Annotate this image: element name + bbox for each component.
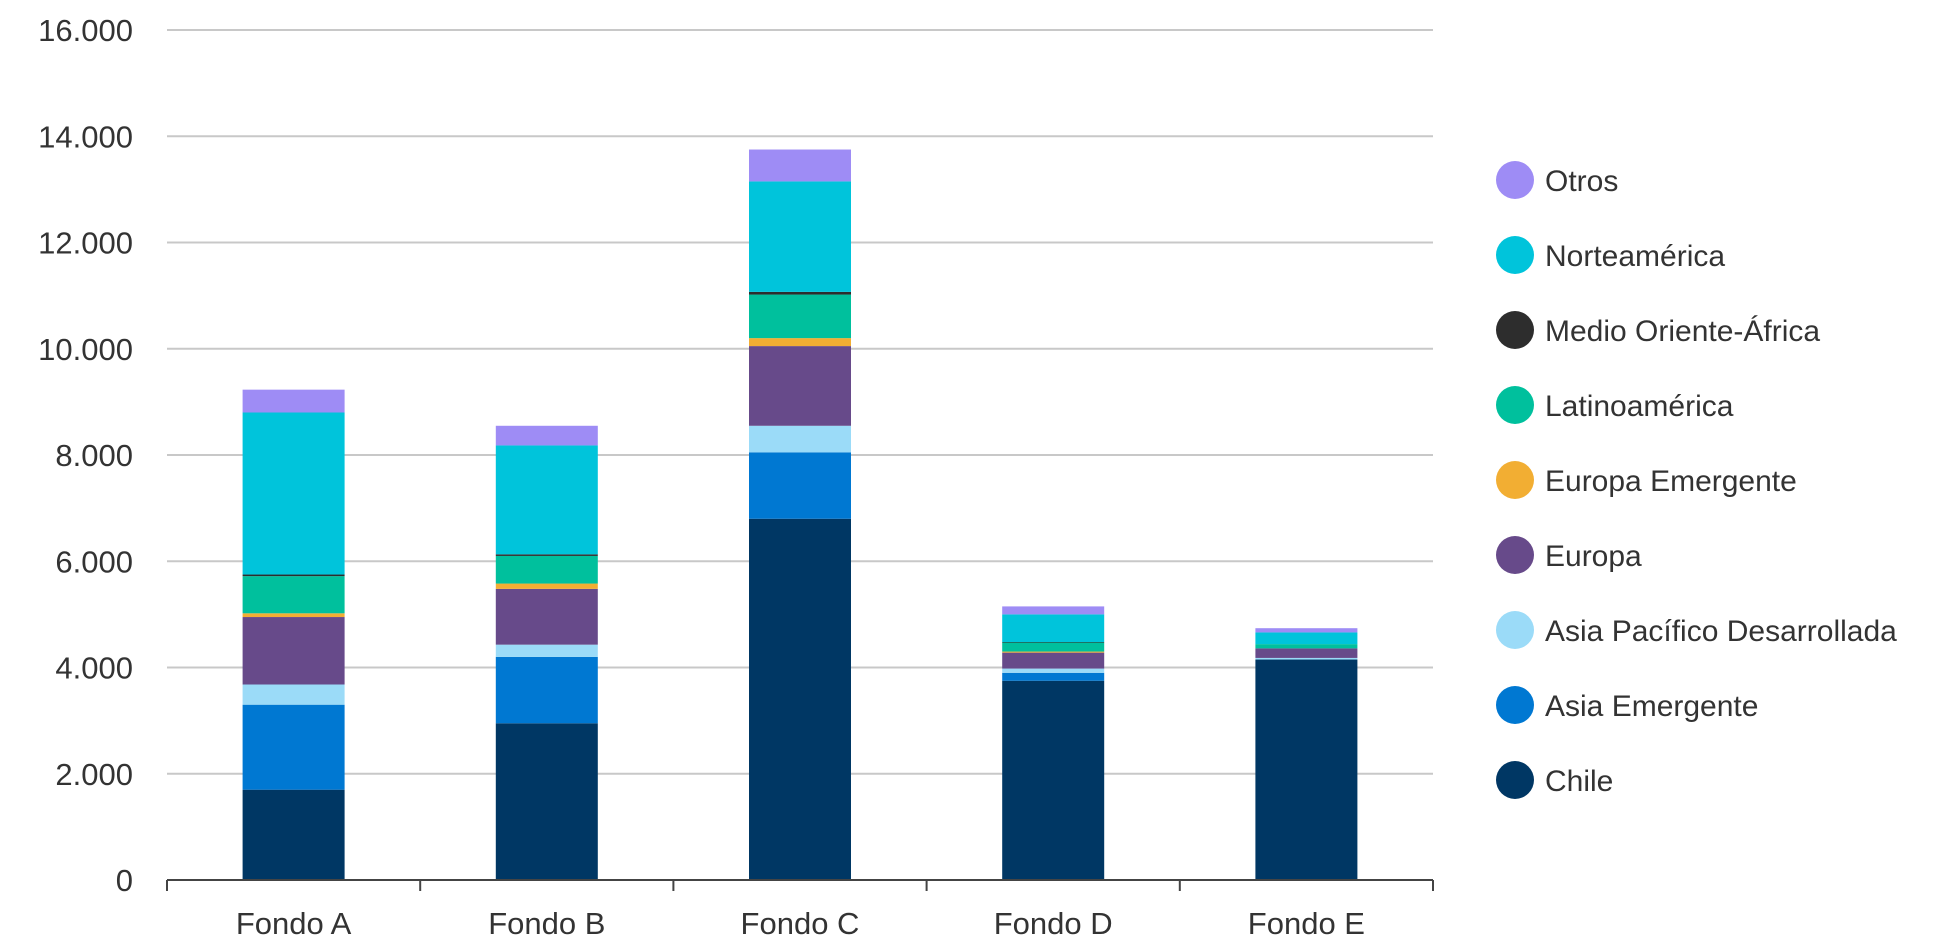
y-tick-label: 2.000 [55,757,133,792]
bar-segment [495,583,598,589]
legend-label: Europa [1545,540,1642,573]
legend-item: Asia Pacífico Desarrollada [1496,611,1897,649]
legend-item: Medio Oriente-África [1496,311,1820,349]
legend-swatch [1496,461,1534,499]
legend-swatch [1496,386,1534,424]
bar-segment [495,656,598,724]
legend-label: Otros [1545,165,1618,198]
bar-segment [242,617,345,685]
y-tick-label: 14.000 [38,119,133,154]
y-tick-label: 4.000 [55,651,133,686]
bar-segment [242,613,345,618]
legend-swatch [1496,311,1534,349]
legend-swatch [1496,761,1534,799]
legend-item: Otros [1496,161,1618,199]
legend-label: Medio Oriente-África [1545,315,1820,348]
x-axis-tick-labels: Fondo A Fondo B Fondo C Fondo D Fondo E [236,906,1365,941]
legend-swatch [1496,611,1534,649]
bar-segment [1002,614,1105,642]
bar-segment [242,389,345,413]
bar-segment [1002,642,1105,652]
y-tick-label: 0 [116,863,133,898]
legend-label: Latinoamérica [1545,390,1734,423]
bar-segment [1002,652,1105,669]
bar-segment [242,574,345,577]
bar-segment [242,412,345,575]
legend-label: Chile [1545,765,1613,798]
bar-segment [749,346,851,426]
bar-segment [242,789,345,880]
bar-segment [1255,632,1358,645]
bar-segment [1002,606,1105,615]
legend-swatch [1496,236,1534,274]
bar-segment [242,684,345,705]
bar-segment [749,452,851,519]
bar-segment [1002,642,1105,643]
bar-segment [1255,659,1358,880]
bar-segment [495,555,598,584]
bar-segment [242,704,345,790]
legend: Otros Norteamérica Medio Oriente-África Lat… [1496,161,1897,799]
y-tick-label: 8.000 [55,438,133,473]
bar-segment [749,291,851,295]
x-tick-label: Fondo B [488,906,605,941]
bar-segment [1002,672,1105,681]
bar-segment [1002,668,1105,673]
bar-segment [1002,680,1105,880]
bar-segment [495,723,598,880]
legend-label: Norteamérica [1545,240,1725,273]
legend-item: Norteamérica [1496,236,1725,274]
y-tick-label: 16.000 [38,13,133,48]
bar-segment [495,554,598,556]
legend-item: Latinoamérica [1496,386,1734,424]
bar-segment [749,149,851,182]
bars [242,149,1358,880]
x-axis [166,879,1434,891]
y-tick-label: 12.000 [38,226,133,261]
y-tick-label: 6.000 [55,544,133,579]
legend-swatch [1496,536,1534,574]
bar-segment [1255,644,1358,649]
y-axis-tick-labels: 0 2.000 4.000 6.000 8.000 10.000 12.000 14.000 1… [38,13,133,898]
bar-segment [495,445,598,555]
x-tick-label: Fondo D [994,906,1113,941]
bar-segment [1255,648,1358,658]
x-tick-label: Fondo E [1248,906,1365,941]
legend-label: Europa Emergente [1545,465,1797,498]
x-tick-label: Fondo A [236,906,352,941]
bar-segment [1002,651,1105,653]
bar-segment [749,425,851,453]
legend-swatch [1496,161,1534,199]
bar-segment [242,576,345,614]
bar-segment [1255,657,1358,660]
bar-segment [495,644,598,657]
legend-label: Asia Emergente [1545,690,1758,723]
bar-segment [749,338,851,347]
bar-segment [749,181,851,292]
legend-label: Asia Pacífico Desarrollada [1545,615,1897,648]
y-tick-label: 10.000 [38,332,133,367]
bar-segment [1255,628,1358,633]
bar-segment [495,425,598,446]
legend-item: Chile [1496,761,1613,799]
bar-segment [749,294,851,339]
legend-item: Europa [1496,536,1642,574]
bar-segment [495,588,598,645]
bar-segment [749,518,851,880]
legend-item: Asia Emergente [1496,686,1758,724]
legend-item: Europa Emergente [1496,461,1797,499]
legend-swatch [1496,686,1534,724]
x-tick-label: Fondo C [741,906,860,941]
